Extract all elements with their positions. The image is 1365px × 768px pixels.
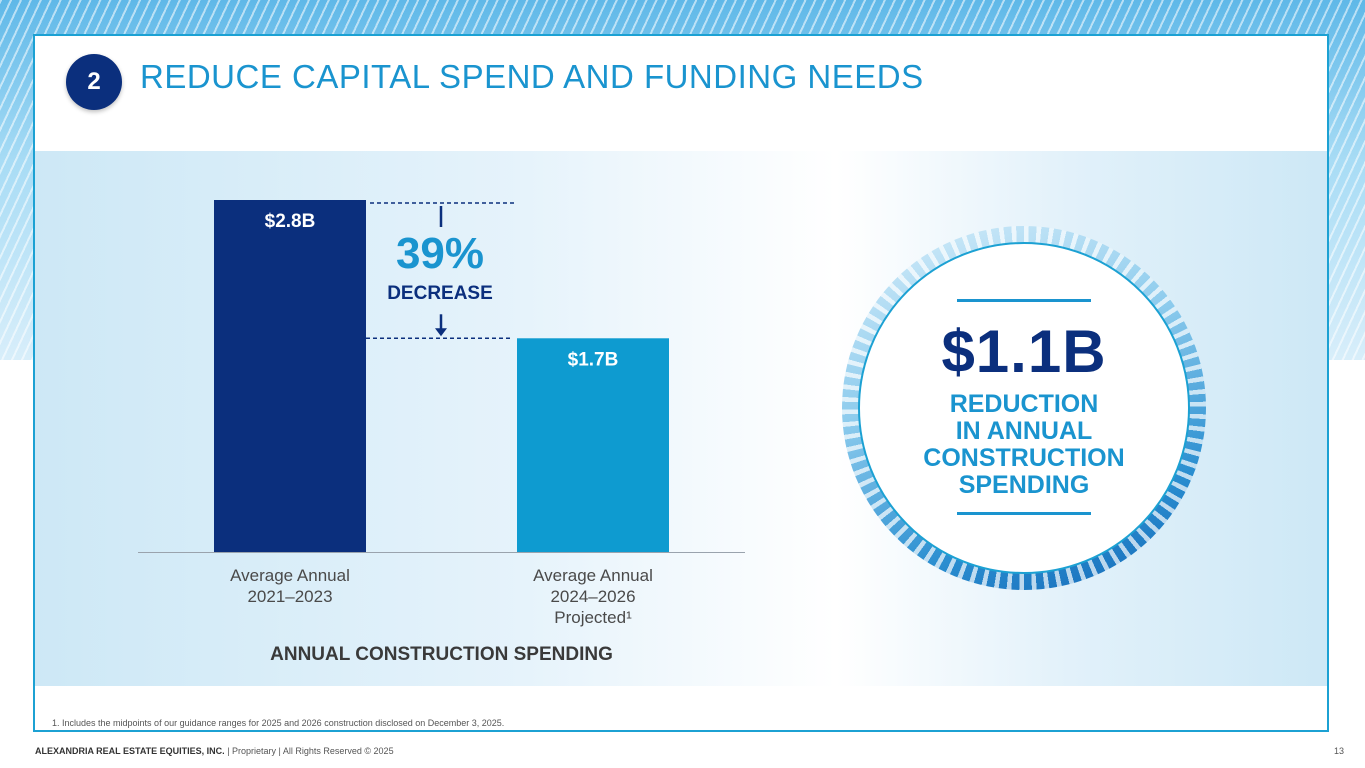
callout-line: IN ANNUAL bbox=[955, 417, 1093, 445]
chart-title: ANNUAL CONSTRUCTION SPENDING bbox=[270, 644, 613, 665]
bar-value-label: $2.8B bbox=[265, 211, 316, 232]
callout-line: REDUCTION bbox=[949, 390, 1099, 418]
callout-value: $1.1B bbox=[941, 318, 1107, 385]
category-label: Average Annual 2021–2023 bbox=[230, 566, 350, 606]
bar-2 bbox=[517, 338, 669, 552]
callout-bottom-rule bbox=[957, 512, 1091, 515]
callout-line: CONSTRUCTION bbox=[923, 444, 1125, 472]
category-label: Average Annual 2024–2026 Projected¹ bbox=[533, 566, 653, 627]
footer-rights: | Proprietary | All Rights Reserved © 20… bbox=[224, 746, 394, 756]
decrease-percent: 39% bbox=[395, 229, 485, 278]
decrease-label: DECREASE bbox=[387, 283, 493, 304]
bar-1 bbox=[214, 200, 366, 552]
footer-company: ALEXANDRIA REAL ESTATE EQUITIES, INC. bbox=[35, 746, 225, 756]
page-number: 13 bbox=[1333, 746, 1344, 756]
callout-circle bbox=[858, 242, 1190, 574]
footnote: 1. Includes the midpoints of our guidanc… bbox=[52, 718, 505, 728]
slide-title: REDUCE CAPITAL SPEND AND FUNDING NEEDS bbox=[140, 58, 924, 95]
section-number-badge: 2 bbox=[66, 54, 122, 110]
callout-text: REDUCTION IN ANNUAL CONSTRUCTION SPENDIN… bbox=[874, 391, 1174, 499]
callout-line: SPENDING bbox=[958, 471, 1090, 499]
callout-top-rule bbox=[957, 299, 1091, 302]
arrow-down-icon bbox=[435, 328, 447, 337]
bar-value-label: $1.7B bbox=[568, 349, 619, 370]
footer-legal: ALEXANDRIA REAL ESTATE EQUITIES, INC. | … bbox=[35, 746, 394, 756]
